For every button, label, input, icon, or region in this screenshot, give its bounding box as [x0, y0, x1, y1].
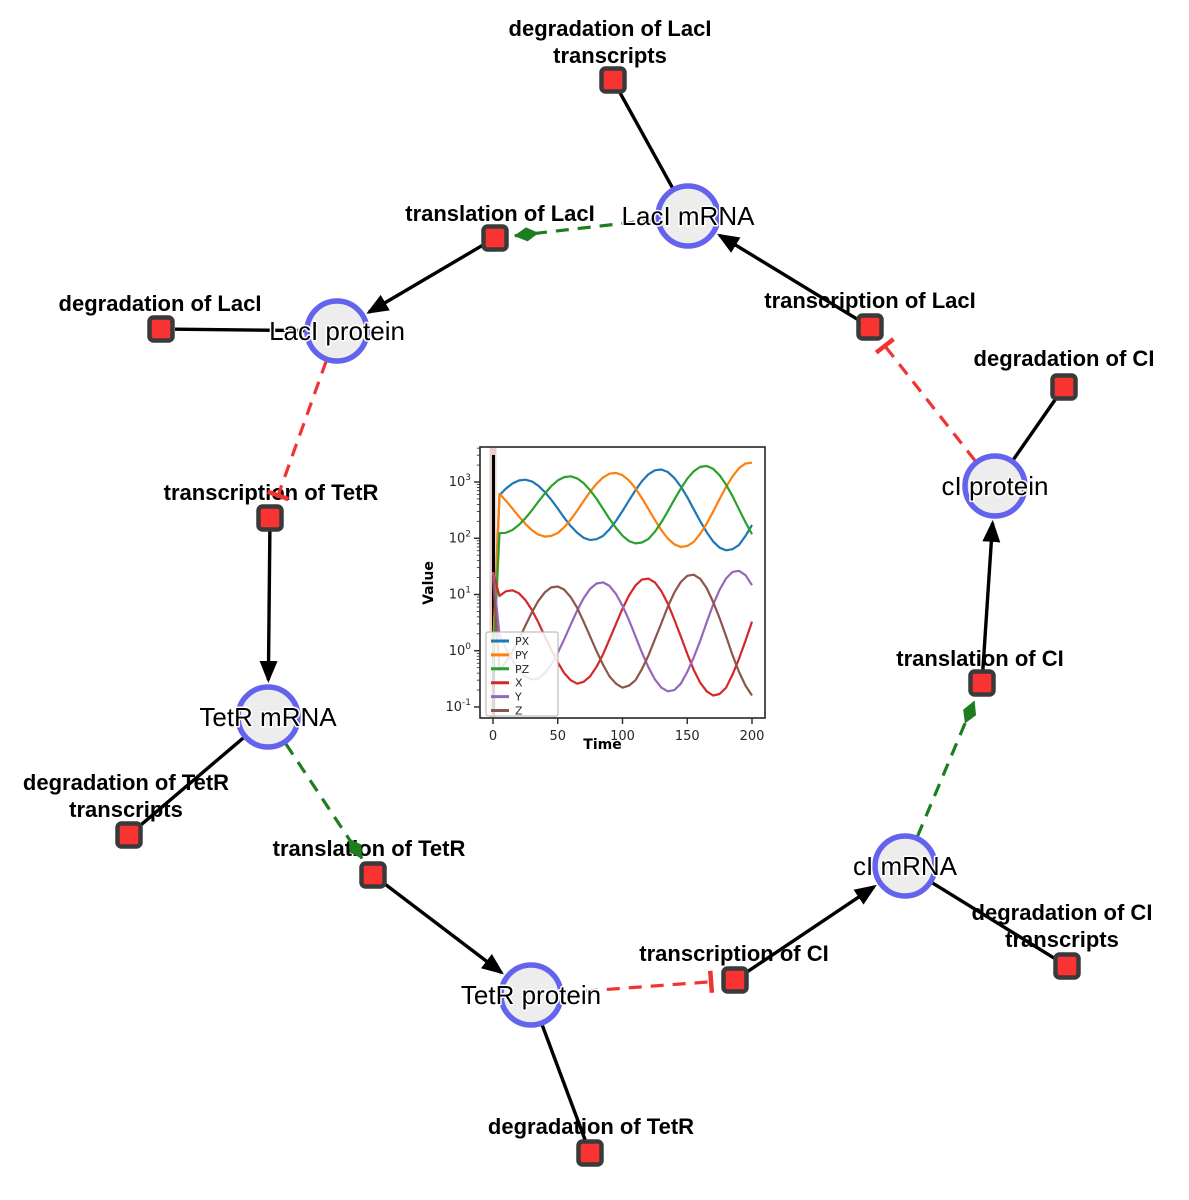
- species-label-laci_protein: LacI protein: [269, 316, 405, 346]
- reaction-node-deg_ci_tx[interactable]: [1053, 952, 1081, 980]
- inset-chart: 0 50 100 150 20010-1100101102103TimeValuePXP…: [421, 446, 766, 753]
- edge-production-translation_tetr-tetr_protein: [382, 881, 504, 975]
- legend-box: [485, 631, 559, 717]
- reaction-label-transcription_tetr: transcription of TetR: [164, 480, 379, 505]
- edge-consumption-ci_mrna-deg_ci_tx: [931, 881, 1056, 961]
- reaction-node-deg_laci_tx[interactable]: [599, 66, 627, 94]
- species-node-laci_mrna[interactable]: [655, 183, 721, 249]
- species-label-tetr_protein: TetR protein: [461, 980, 601, 1010]
- edge-consumption-tetr_protein-deg_tetr: [540, 1024, 587, 1141]
- reaction-node-translation_laci[interactable]: [481, 224, 509, 252]
- reaction-label-translation_ci: translation of CI: [896, 646, 1063, 671]
- species-label-laci_mrna: LacI mRNA: [622, 201, 756, 231]
- legend-entry-X: X: [515, 677, 523, 690]
- species-node-laci_protein[interactable]: [304, 298, 370, 364]
- series-line-PY: [491, 461, 753, 651]
- reaction-label-transcription_ci: transcription of CI: [639, 941, 828, 966]
- reaction-node-deg_tetr_tx[interactable]: [115, 821, 143, 849]
- edge-inhibition-tetr_protein-transcription_ci: [562, 970, 715, 995]
- legend-entry-Z: Z: [515, 705, 523, 718]
- x-axis-label: Time: [583, 737, 621, 753]
- species-label-ci_protein: cI protein: [942, 471, 1049, 501]
- edge-production-translation_ci-ci_protein: [981, 519, 1001, 671]
- edge-consumption-ci_protein-deg_ci: [1011, 397, 1058, 461]
- reaction-label-deg_laci_tx: transcripts: [553, 43, 667, 68]
- edge-production-translation_laci-laci_protein: [366, 243, 485, 314]
- reaction-label-translation_tetr: translation of TetR: [273, 836, 466, 861]
- reaction-label-translation_laci: translation of LacI: [405, 201, 594, 226]
- edge-consumption-laci_mrna-deg_laci_tx: [618, 91, 675, 189]
- edge-inhibition-ci_protein-transcription_laci: [874, 337, 977, 462]
- species-node-tetr_mrna[interactable]: [235, 684, 301, 750]
- x-tick-label: 100: [610, 729, 635, 744]
- species-node-tetr_protein[interactable]: [498, 962, 564, 1028]
- y-tick-label: 103: [449, 473, 471, 490]
- y-tick-label: 100: [449, 642, 472, 659]
- x-tick-label: 150: [675, 729, 700, 744]
- x-tick-label: 50: [549, 729, 566, 744]
- edge-consumption-tetr_mrna-deg_tetr_tx: [138, 736, 245, 828]
- x-tick-label: 0: [489, 729, 497, 744]
- reaction-label-deg_ci: degradation of CI: [974, 346, 1155, 371]
- species-node-ci_mrna[interactable]: [872, 833, 938, 899]
- reaction-node-deg_tetr[interactable]: [576, 1139, 604, 1167]
- y-tick-label: 102: [449, 529, 471, 546]
- series-line-PZ: [491, 464, 753, 668]
- reaction-node-transcription_laci[interactable]: [856, 313, 884, 341]
- x-tick-label: 200: [740, 729, 765, 744]
- species-labels-layer: LacI mRNA LacI protein TetR mRNA TetR prote…: [198, 200, 1050, 1012]
- reaction-label-deg_tetr_tx: transcripts: [69, 797, 183, 822]
- reaction-label-deg_ci_tx: degradation of CI: [972, 900, 1153, 925]
- reaction-node-deg_ci[interactable]: [1050, 373, 1078, 401]
- edge-production-transcription_tetr-tetr_mrna: [259, 530, 278, 684]
- nodes-layer: [115, 66, 1081, 1167]
- y-axis-label: Value: [421, 561, 437, 605]
- y-tick-label: 10-1: [445, 698, 471, 715]
- reaction-label-deg_laci_tx: degradation of LacI: [509, 16, 712, 41]
- edge-modifier-tetr_mrna-translation_tetr: [284, 742, 364, 860]
- chart-series-group: [491, 461, 754, 697]
- reaction-node-transcription_tetr[interactable]: [256, 504, 284, 532]
- species-label-tetr_mrna: TetR mRNA: [199, 702, 337, 732]
- species-label-ci_mrna: cI mRNA: [853, 851, 958, 881]
- reaction-label-transcription_laci: transcription of LacI: [764, 288, 975, 313]
- legend-entry-PX: PX: [515, 635, 530, 648]
- legend-entry-Y: Y: [514, 691, 522, 704]
- edges-layer: [138, 91, 1058, 1141]
- series-line-X: [491, 571, 754, 697]
- edge-inhibition-laci_protein-transcription_tetr: [266, 360, 328, 502]
- reaction-node-translation_ci[interactable]: [968, 669, 996, 697]
- reaction-label-deg_tetr: degradation of TetR: [488, 1114, 694, 1139]
- reaction-node-translation_tetr[interactable]: [359, 861, 387, 889]
- species-node-ci_protein[interactable]: [962, 453, 1028, 519]
- legend-entry-PZ: PZ: [515, 663, 530, 676]
- reaction-labels-layer: degradation of LacItranscriptstranslatio…: [23, 16, 1155, 1139]
- edge-modifier-ci_mrna-translation_ci: [915, 700, 977, 838]
- reaction-label-deg_laci: degradation of LacI: [59, 291, 262, 316]
- edge-modifier-laci_mrna-translation_laci: [513, 218, 657, 242]
- y-tick-label: 101: [449, 586, 471, 603]
- series-line-Z: [491, 573, 753, 697]
- reaction-node-transcription_ci[interactable]: [721, 966, 749, 994]
- reaction-node-deg_laci[interactable]: [147, 315, 175, 343]
- reaction-label-deg_tetr_tx: degradation of TetR: [23, 770, 229, 795]
- edge-production-transcription_laci-laci_mrna: [717, 233, 860, 322]
- legend-entry-PY: PY: [515, 649, 528, 662]
- edge-production-transcription_ci-ci_mrna: [744, 884, 877, 975]
- series-line-PX: [491, 468, 753, 651]
- edge-consumption-laci_protein-deg_laci: [174, 327, 306, 333]
